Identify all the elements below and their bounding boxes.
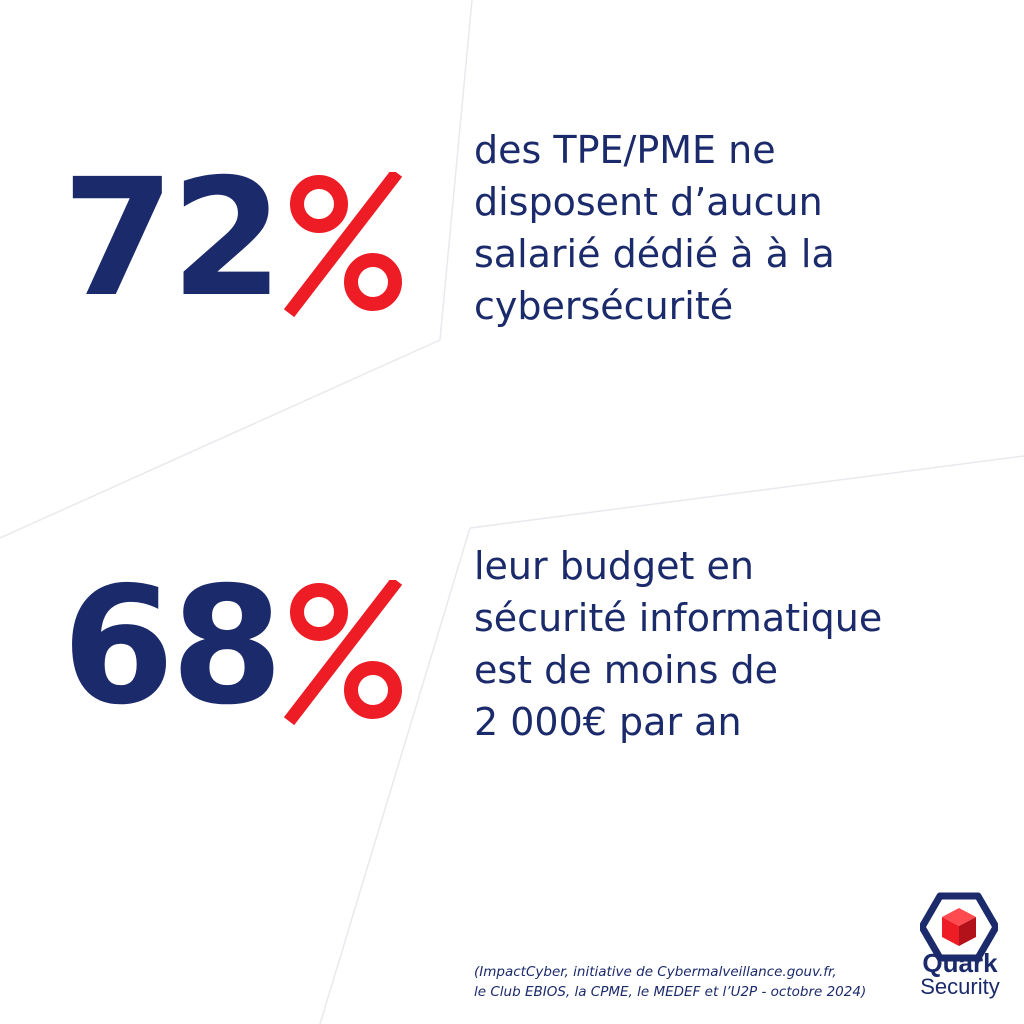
description-line: cybersécurité	[474, 284, 734, 328]
description-line: salarié dédié à à la	[474, 232, 835, 276]
stat-value: 68	[62, 553, 283, 741]
hexagon-cube-logo-icon	[920, 892, 998, 962]
description-line: des TPE/PME ne	[474, 128, 776, 172]
logo-word-security: Security	[920, 974, 1000, 999]
percent-symbol	[284, 580, 403, 726]
stat-value: 72	[62, 145, 283, 333]
description-line: est de moins de	[474, 648, 779, 692]
stat-68-percent: 68	[62, 566, 407, 728]
description-line: sécurité informatique	[474, 596, 883, 640]
source-line: (ImpactCyber, initiative de Cybermalveil…	[474, 964, 837, 980]
description-line: leur budget en	[474, 544, 754, 588]
description-line: 2 000€ par an	[474, 700, 742, 744]
source-citation: (ImpactCyber, initiative de Cybermalveil…	[474, 962, 904, 1002]
percent-symbol	[284, 172, 403, 318]
logo-word-quark: Quark	[922, 948, 998, 978]
stat-68-description: leur budget en sécurité informatique est…	[474, 540, 994, 748]
quark-security-logo: Quark Security	[912, 892, 1008, 1002]
description-line: disposent d’aucun	[474, 180, 823, 224]
stat-72-percent: 72	[62, 158, 407, 320]
stat-72-description: des TPE/PME ne disposent d’aucun salarié…	[474, 124, 994, 332]
source-line: le Club EBIOS, la CPME, le MEDEF et l’U2…	[474, 984, 867, 1000]
logo-wordmark: Quark Security	[912, 950, 1008, 998]
